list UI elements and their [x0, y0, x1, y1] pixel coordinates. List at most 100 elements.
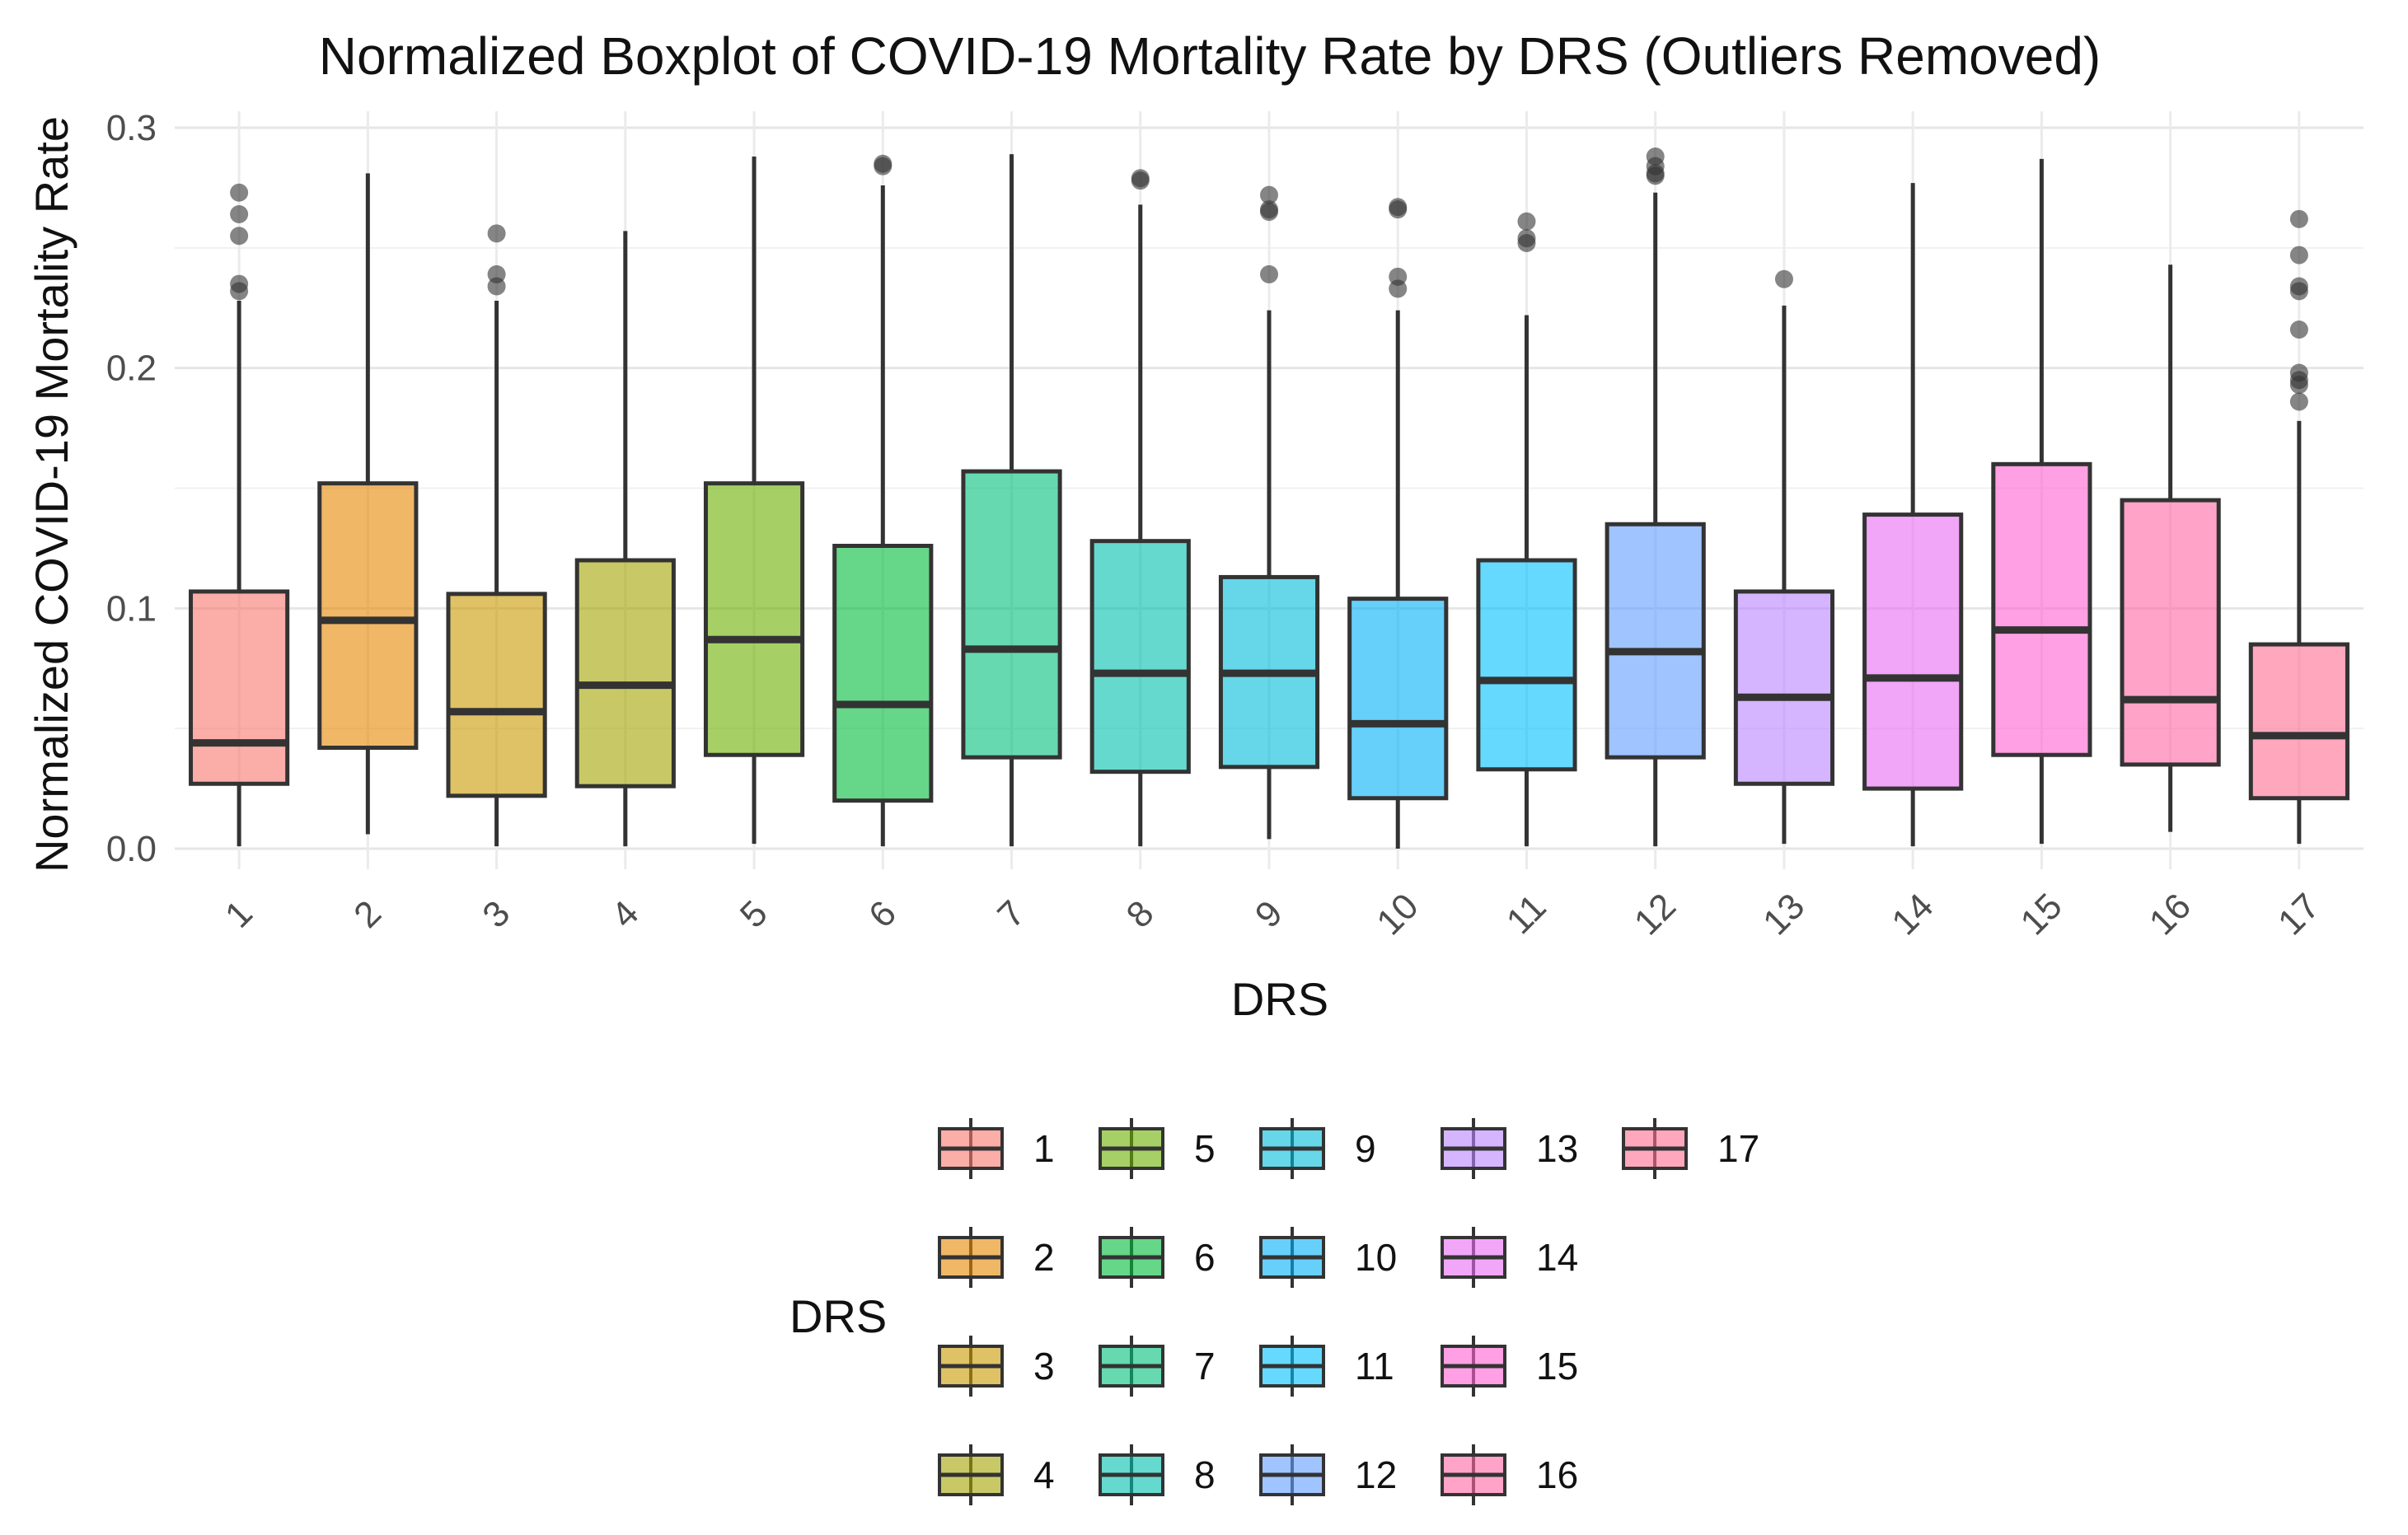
box-group-6	[832, 154, 934, 847]
box-group-10	[1347, 198, 1449, 849]
x-tick-label: 11	[1499, 887, 1554, 942]
box-layer	[189, 147, 2349, 849]
x-tick-label: 8	[1119, 893, 1162, 936]
box-iqr	[1605, 522, 1706, 760]
outlier-point	[1260, 185, 1278, 204]
x-tick-label: 9	[1248, 893, 1291, 936]
legend-label: 7	[1194, 1345, 1216, 1388]
box-group-16	[2120, 264, 2221, 832]
legend-label: 8	[1194, 1453, 1216, 1496]
outlier-point	[2289, 246, 2308, 264]
box-group-13	[1733, 269, 1835, 845]
x-tick-label: 3	[475, 893, 518, 936]
box-iqr	[446, 592, 547, 798]
chart-title: Normalized Boxplot of COVID-19 Mortality…	[319, 26, 2101, 86]
box-group-17	[2248, 209, 2349, 845]
box-iqr	[961, 469, 1062, 760]
outlier-point	[1646, 166, 1665, 185]
box-group-14	[1862, 183, 1964, 847]
outlier-point	[2289, 209, 2308, 228]
legend-item-15: 15	[1441, 1336, 1578, 1397]
x-tick-label: 6	[861, 893, 904, 936]
box-group-2	[317, 173, 419, 835]
outlier-point	[230, 227, 249, 246]
outlier-point	[2289, 376, 2308, 395]
box-group-15	[1991, 158, 2092, 845]
outlier-point	[1260, 264, 1278, 283]
box-group-4	[574, 231, 676, 847]
legend-item-16: 16	[1441, 1444, 1578, 1505]
legend-label: 1	[1033, 1127, 1055, 1170]
box-iqr	[1862, 512, 1964, 791]
legend-item-14: 14	[1441, 1227, 1578, 1288]
box-iqr	[1347, 597, 1449, 801]
outlier-point	[874, 157, 892, 175]
legend-label: 10	[1355, 1236, 1397, 1279]
legend-item-11: 11	[1259, 1336, 1394, 1397]
legend-item-4: 4	[938, 1444, 1055, 1505]
legend-item-17: 17	[1622, 1118, 1759, 1179]
y-tick-label: 0.3	[106, 108, 157, 148]
outlier-point	[487, 224, 506, 243]
box-iqr	[189, 589, 290, 786]
x-tick-label: 4	[604, 893, 647, 936]
box-iqr	[2120, 498, 2221, 767]
x-tick-label: 12	[1627, 886, 1684, 943]
x-tick-label: 15	[2013, 886, 2070, 943]
legend-label: 2	[1033, 1236, 1055, 1279]
legend-label: 4	[1033, 1453, 1055, 1496]
x-tick-label: 10	[1369, 886, 1426, 943]
legend-label: 16	[1536, 1453, 1578, 1496]
legend-item-6: 6	[1099, 1227, 1216, 1288]
outlier-point	[230, 282, 249, 301]
box-group-11	[1476, 212, 1577, 847]
x-axis-title: DRS	[1231, 973, 1328, 1025]
legend-item-12: 12	[1259, 1444, 1397, 1505]
box-iqr	[1991, 461, 2092, 757]
legend-item-8: 8	[1099, 1444, 1216, 1505]
box-iqr	[317, 481, 419, 751]
outlier-point	[2289, 392, 2308, 411]
outlier-point	[1517, 234, 1536, 252]
y-axis-title: Normalized COVID-19 Mortality Rate	[26, 116, 77, 873]
y-tick-label: 0.2	[106, 349, 157, 389]
legend-item-5: 5	[1099, 1118, 1216, 1179]
legend-label: 17	[1717, 1127, 1759, 1170]
box-iqr	[1733, 589, 1835, 786]
box-group-8	[1089, 169, 1191, 847]
box-group-3	[446, 224, 547, 847]
outlier-point	[1260, 203, 1278, 222]
x-tick-label: 13	[1755, 886, 1812, 943]
box-iqr	[2248, 642, 2349, 801]
x-tick-label: 17	[2270, 886, 2327, 943]
box-iqr	[703, 481, 805, 757]
legend-title: DRS	[789, 1290, 887, 1342]
legend-label: 11	[1355, 1345, 1394, 1388]
y-tick-label: 0.0	[106, 829, 157, 869]
legend-label: 6	[1194, 1236, 1216, 1279]
legend-item-10: 10	[1259, 1227, 1397, 1288]
x-tick-label: 14	[1884, 886, 1941, 943]
box-group-9	[1218, 185, 1320, 840]
legend-item-1: 1	[938, 1118, 1055, 1179]
box-group-12	[1605, 147, 1706, 847]
outlier-point	[1517, 212, 1536, 231]
box-group-7	[961, 154, 1062, 847]
outlier-point	[2289, 321, 2308, 339]
legend-label: 3	[1033, 1345, 1055, 1388]
outlier-point	[1774, 269, 1793, 288]
x-tick-label: 16	[2142, 886, 2199, 943]
box-iqr	[832, 544, 934, 803]
outlier-point	[487, 277, 506, 296]
legend-item-3: 3	[938, 1336, 1055, 1397]
x-tick-label: 2	[346, 893, 389, 936]
box-iqr	[1476, 558, 1577, 772]
outlier-point	[230, 183, 249, 202]
box-group-5	[703, 157, 805, 845]
outlier-point	[1389, 200, 1408, 219]
y-tick-label: 0.1	[106, 588, 157, 629]
legend-item-2: 2	[938, 1227, 1055, 1288]
box-group-1	[189, 183, 290, 847]
